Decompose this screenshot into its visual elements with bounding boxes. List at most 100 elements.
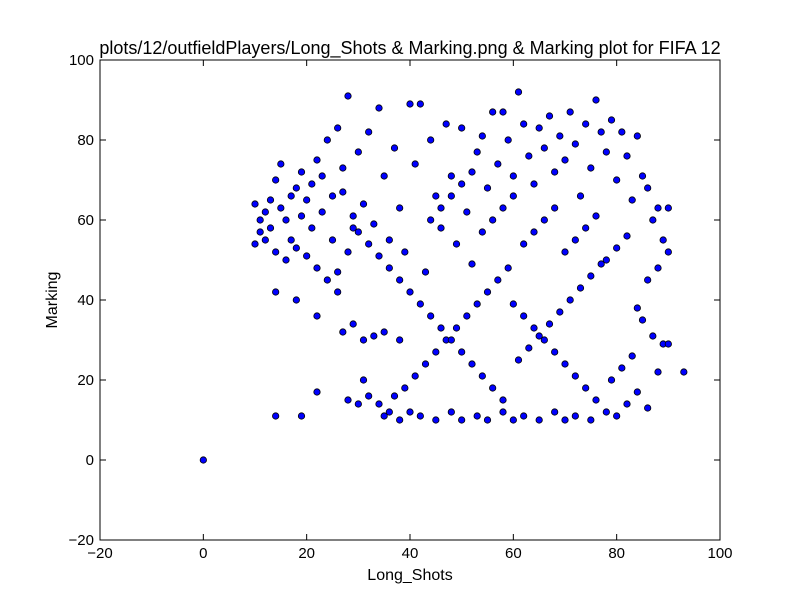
data-point (442, 120, 450, 128)
data-point (520, 412, 528, 420)
data-point (375, 104, 383, 112)
data-point (344, 396, 352, 404)
data-points (199, 88, 688, 464)
data-point (571, 140, 579, 148)
data-point (540, 144, 548, 152)
data-point (287, 192, 295, 200)
data-point (504, 264, 512, 272)
y-axis-label: Marking (44, 272, 61, 329)
data-point (396, 416, 404, 424)
data-point (411, 372, 419, 380)
data-point (602, 408, 610, 416)
data-point (468, 168, 476, 176)
data-point (654, 204, 662, 212)
data-point (680, 368, 688, 376)
data-point (468, 260, 476, 268)
data-point (251, 200, 259, 208)
data-point (447, 408, 455, 416)
data-point (499, 204, 507, 212)
data-point (437, 324, 445, 332)
data-point (344, 248, 352, 256)
data-point (313, 264, 321, 272)
data-point (504, 136, 512, 144)
data-point (308, 180, 316, 188)
data-point (530, 324, 538, 332)
data-point (292, 296, 300, 304)
data-point (406, 100, 414, 108)
data-point (334, 268, 342, 276)
data-point (571, 412, 579, 420)
data-point (272, 176, 280, 184)
data-point (375, 252, 383, 260)
data-point (551, 168, 559, 176)
data-point (623, 152, 631, 160)
x-tick-label: 0 (199, 545, 207, 562)
data-point (659, 236, 667, 244)
data-point (354, 228, 362, 236)
data-point (349, 320, 357, 328)
data-point (509, 192, 517, 200)
data-point (623, 232, 631, 240)
data-point (628, 352, 636, 360)
data-point (478, 132, 486, 140)
data-point (613, 176, 621, 184)
data-point (401, 248, 409, 256)
data-point (571, 372, 579, 380)
data-point (432, 416, 440, 424)
data-point (582, 384, 590, 392)
data-point (468, 360, 476, 368)
x-tick-label: 40 (402, 545, 419, 562)
data-point (514, 88, 523, 96)
data-point (272, 412, 280, 420)
data-point (303, 196, 311, 204)
x-tick-label: 80 (608, 545, 625, 562)
data-point (618, 128, 626, 136)
data-point (380, 172, 388, 180)
data-point (561, 156, 569, 164)
data-point (545, 112, 554, 120)
data-point (525, 152, 533, 160)
data-point (463, 208, 471, 216)
data-point (561, 248, 569, 256)
data-point (613, 412, 621, 420)
data-point (545, 320, 554, 328)
data-point (396, 276, 404, 284)
x-tick-label: 20 (298, 545, 315, 562)
data-point (602, 256, 610, 264)
y-tick-label: −20 (69, 532, 94, 549)
data-point (437, 224, 445, 232)
data-point (313, 312, 321, 320)
data-point (458, 124, 466, 132)
data-point (483, 288, 492, 296)
data-point (370, 220, 378, 228)
data-point (308, 224, 316, 232)
data-point (287, 236, 295, 244)
data-point (654, 368, 662, 376)
data-point (587, 416, 595, 424)
data-point (633, 132, 641, 140)
y-tick-label: 80 (77, 132, 94, 149)
data-point (427, 136, 435, 144)
data-point (458, 180, 466, 188)
data-point (432, 348, 440, 356)
data-point (427, 312, 435, 320)
data-point (416, 100, 424, 108)
data-point (447, 192, 455, 200)
data-point (266, 196, 275, 204)
data-point (566, 296, 574, 304)
data-point (297, 412, 306, 420)
data-point (644, 276, 652, 284)
data-point (390, 144, 399, 152)
data-point (587, 164, 595, 172)
y-tick-label: 100 (69, 52, 94, 69)
data-point (649, 216, 657, 224)
chart-title: plots/12/outfieldPlayers/Long_Shots & Ma… (99, 38, 720, 59)
data-point (607, 116, 616, 124)
data-point (458, 348, 466, 356)
data-point (514, 356, 523, 364)
data-point (520, 240, 528, 248)
data-point (664, 204, 672, 212)
data-point (509, 172, 517, 180)
data-point (478, 228, 486, 236)
